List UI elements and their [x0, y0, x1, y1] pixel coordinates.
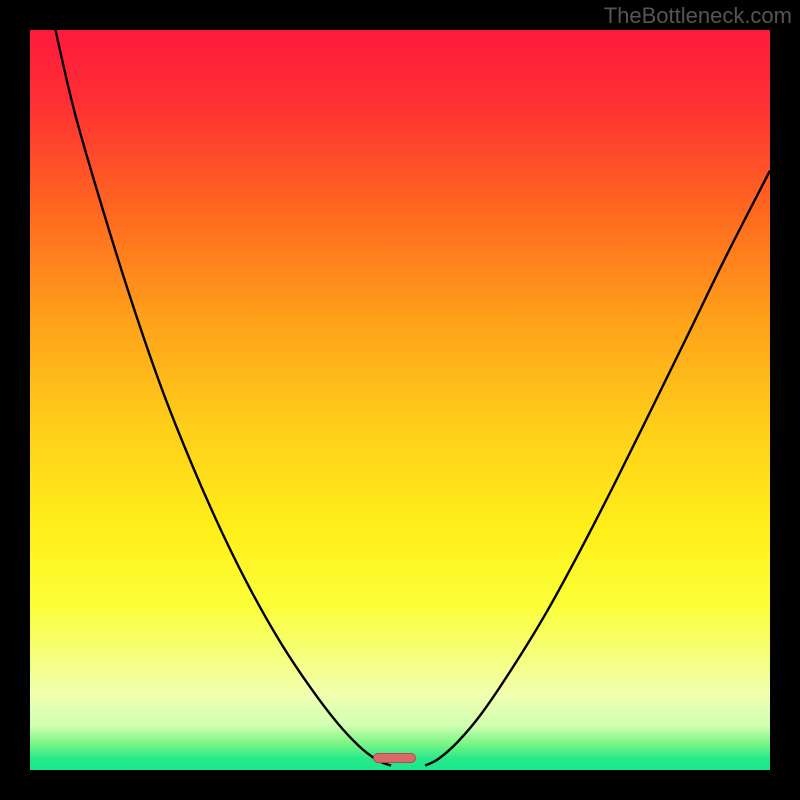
chart-plot-area [30, 30, 770, 770]
chart-curve [30, 30, 770, 770]
watermark-text: TheBottleneck.com [604, 3, 792, 29]
valley-marker [373, 753, 416, 763]
